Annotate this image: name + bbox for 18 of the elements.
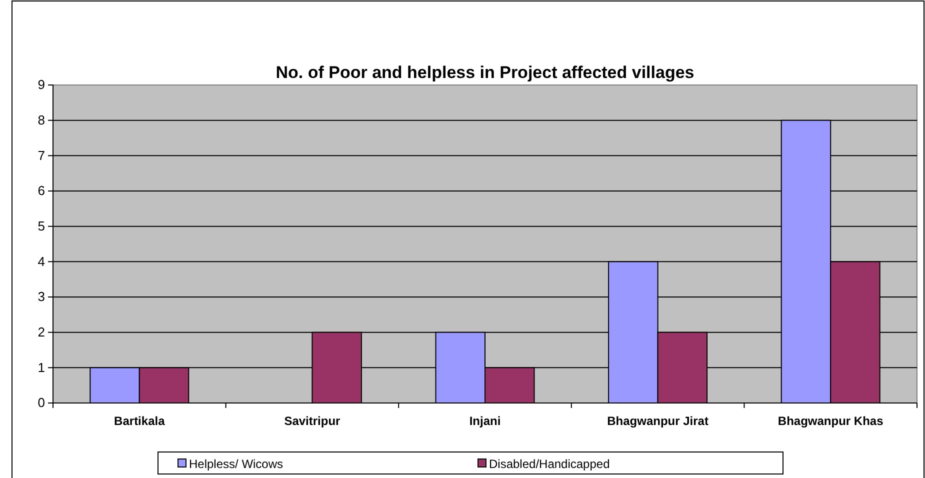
legend-label: Helpless/ Wicows (189, 457, 284, 471)
y-tick-label: 7 (38, 148, 45, 163)
y-tick-label: 5 (38, 218, 45, 234)
y-tick-label: 0 (38, 395, 45, 410)
y-tick-label: 4 (38, 254, 45, 269)
x-tick-label: Bhagwanpur Jirat (607, 414, 708, 428)
y-tick-label: 3 (38, 289, 45, 304)
y-tick-label: 9 (38, 77, 45, 92)
x-tick-label: Bhagwanpur Khas (778, 414, 884, 428)
legend-label: Disabled/Handicapped (489, 457, 610, 471)
chart-title: No. of Poor and helpless in Project affected villages (276, 63, 694, 82)
y-tick-label: 6 (38, 183, 45, 198)
x-tick-label: Injani (469, 414, 501, 428)
y-tick-label: 2 (38, 324, 45, 340)
x-tick-label: Savitripur (284, 414, 341, 428)
y-tick-label: 1 (38, 360, 45, 375)
x-tick-label: Bartikala (114, 414, 166, 428)
y-tick-label: 8 (38, 112, 45, 128)
